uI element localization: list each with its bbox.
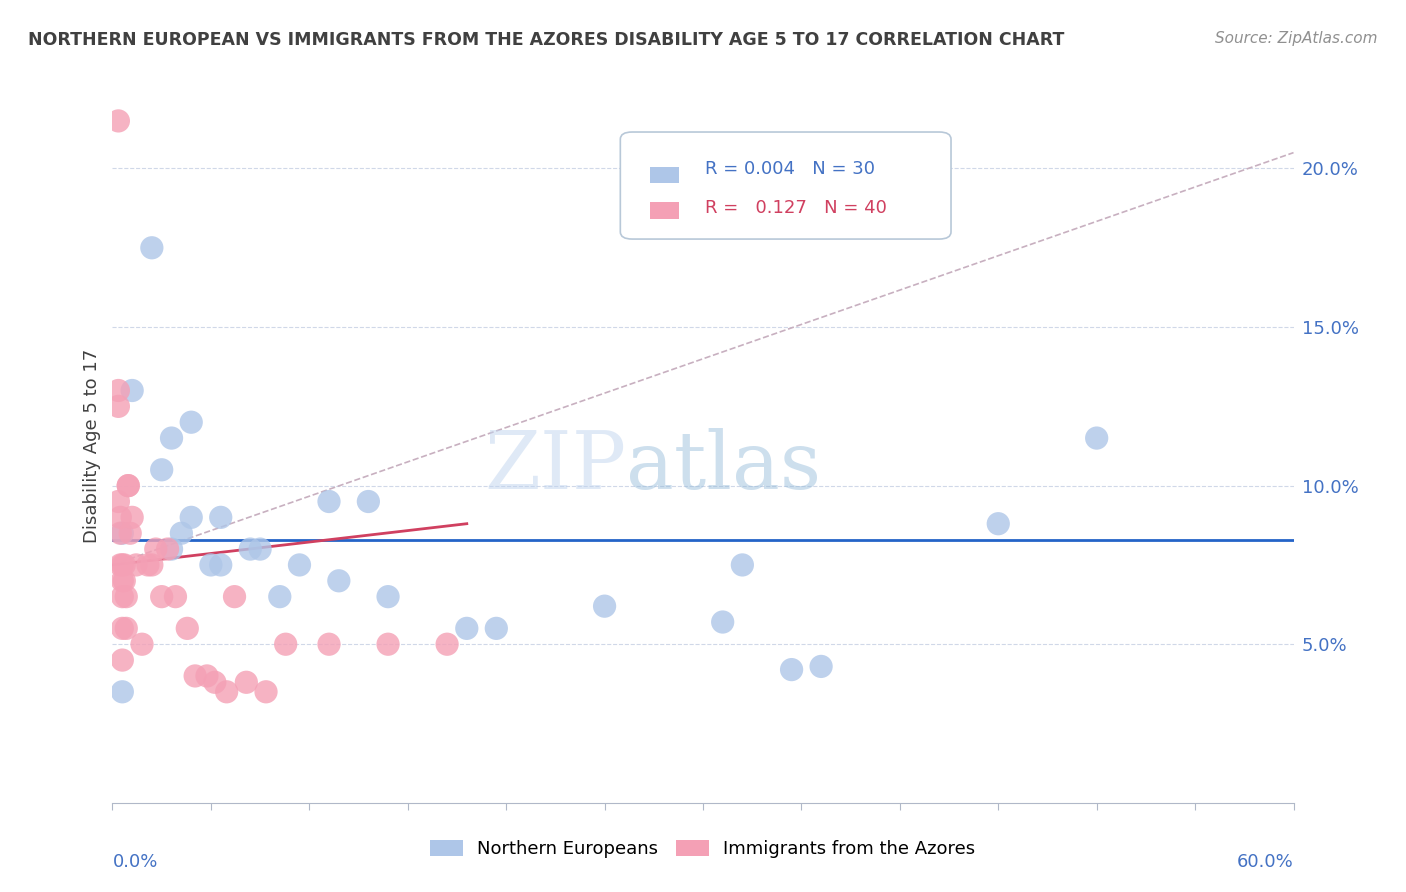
Point bbox=[107, 384, 129, 398]
Point bbox=[165, 590, 187, 604]
Point bbox=[318, 637, 340, 651]
Point bbox=[224, 590, 246, 604]
Point bbox=[239, 542, 262, 557]
Point bbox=[110, 526, 132, 541]
Point bbox=[249, 542, 271, 557]
Point bbox=[987, 516, 1010, 531]
Point bbox=[111, 685, 134, 699]
Point bbox=[235, 675, 257, 690]
Point bbox=[731, 558, 754, 572]
Point bbox=[377, 637, 399, 651]
Point bbox=[780, 663, 803, 677]
Point bbox=[141, 558, 163, 572]
Point bbox=[436, 637, 458, 651]
Point bbox=[180, 510, 202, 524]
FancyBboxPatch shape bbox=[620, 132, 950, 239]
Text: ZIP: ZIP bbox=[484, 428, 626, 507]
Text: Source: ZipAtlas.com: Source: ZipAtlas.com bbox=[1215, 31, 1378, 46]
Point bbox=[274, 637, 297, 651]
Point bbox=[111, 621, 134, 635]
Point bbox=[485, 621, 508, 635]
Text: NORTHERN EUROPEAN VS IMMIGRANTS FROM THE AZORES DISABILITY AGE 5 TO 17 CORRELATI: NORTHERN EUROPEAN VS IMMIGRANTS FROM THE… bbox=[28, 31, 1064, 49]
Point bbox=[112, 574, 135, 588]
Point bbox=[110, 558, 132, 572]
Point bbox=[209, 510, 232, 524]
Point bbox=[1085, 431, 1108, 445]
Point bbox=[115, 621, 138, 635]
Point bbox=[112, 558, 135, 572]
Point bbox=[357, 494, 380, 508]
Legend: Northern Europeans, Immigrants from the Azores: Northern Europeans, Immigrants from the … bbox=[423, 832, 983, 865]
Point bbox=[456, 621, 478, 635]
Point bbox=[117, 478, 139, 492]
Point bbox=[121, 510, 143, 524]
Point bbox=[111, 590, 134, 604]
Point bbox=[288, 558, 311, 572]
Point bbox=[180, 415, 202, 429]
Point bbox=[254, 685, 277, 699]
Point bbox=[377, 590, 399, 604]
Point bbox=[107, 494, 129, 508]
Point bbox=[115, 590, 138, 604]
Point bbox=[111, 653, 134, 667]
Point bbox=[107, 114, 129, 128]
Point bbox=[111, 526, 134, 541]
Point bbox=[160, 431, 183, 445]
Bar bbox=[650, 167, 679, 184]
Point bbox=[318, 494, 340, 508]
Point bbox=[110, 510, 132, 524]
Point bbox=[111, 558, 134, 572]
Point bbox=[121, 384, 143, 398]
Point bbox=[111, 574, 134, 588]
Point bbox=[711, 615, 734, 629]
Point bbox=[150, 590, 173, 604]
Text: R = 0.004   N = 30: R = 0.004 N = 30 bbox=[706, 161, 876, 178]
Point bbox=[160, 542, 183, 557]
Point bbox=[117, 478, 139, 492]
Point bbox=[150, 463, 173, 477]
Y-axis label: Disability Age 5 to 17: Disability Age 5 to 17 bbox=[83, 349, 101, 543]
Point bbox=[328, 574, 350, 588]
Point bbox=[107, 400, 129, 414]
Text: atlas: atlas bbox=[626, 428, 821, 507]
Point bbox=[176, 621, 198, 635]
Point bbox=[145, 542, 167, 557]
Point bbox=[136, 558, 159, 572]
Point bbox=[810, 659, 832, 673]
Point bbox=[184, 669, 207, 683]
Bar bbox=[650, 202, 679, 219]
Point bbox=[200, 558, 222, 572]
Point bbox=[141, 241, 163, 255]
Point bbox=[125, 558, 148, 572]
Point bbox=[156, 542, 179, 557]
Text: R =   0.127   N = 40: R = 0.127 N = 40 bbox=[706, 200, 887, 218]
Text: 0.0%: 0.0% bbox=[112, 853, 157, 871]
Point bbox=[120, 526, 142, 541]
Point bbox=[204, 675, 226, 690]
Point bbox=[195, 669, 218, 683]
Point bbox=[215, 685, 238, 699]
Point bbox=[269, 590, 291, 604]
Point bbox=[209, 558, 232, 572]
Point bbox=[131, 637, 153, 651]
Point bbox=[170, 526, 193, 541]
Text: 60.0%: 60.0% bbox=[1237, 853, 1294, 871]
Point bbox=[593, 599, 616, 614]
